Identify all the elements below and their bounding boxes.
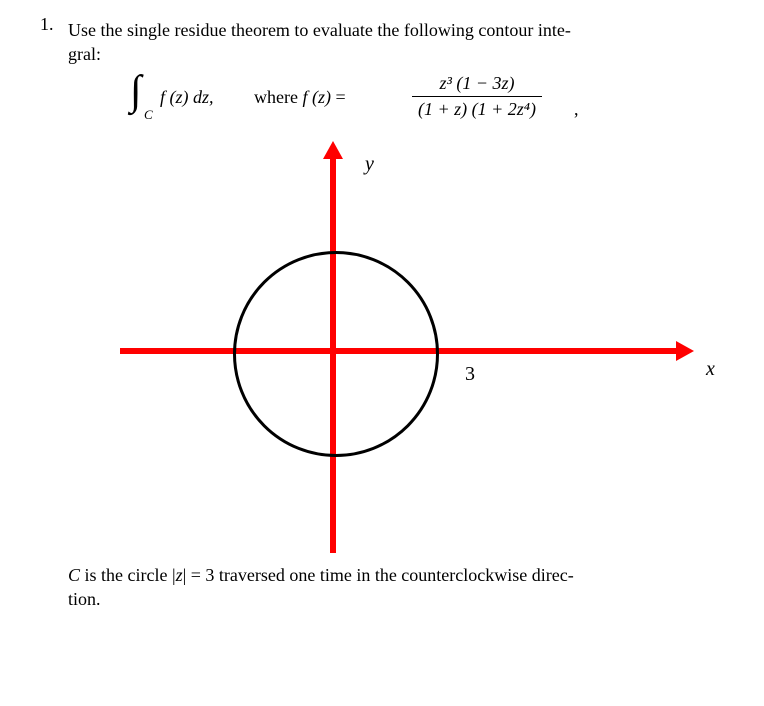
problem-intro: Use the single residue theorem to evalua…: [68, 18, 718, 67]
y-axis-arrowhead: [323, 141, 343, 159]
fraction-numerator: z³ (1 − 3z): [412, 73, 542, 97]
fraction: z³ (1 − 3z) (1 + z) (1 + 2z⁴): [412, 73, 542, 120]
x-axis-label: x: [706, 358, 715, 381]
integrand: f (z) dz,: [160, 87, 214, 108]
where-clause: where f (z) =: [254, 87, 346, 108]
intro-line-2: gral:: [68, 44, 101, 64]
closing-abs: |z|: [172, 565, 186, 585]
where-text: where: [254, 87, 302, 107]
axes-diagram: y x 3: [110, 133, 720, 563]
problem-number: 1.: [40, 14, 54, 35]
radius-label: 3: [465, 363, 475, 386]
formula-tail: ,: [574, 99, 579, 120]
formula: ∫ C f (z) dz, where f (z) = z³ (1 − 3z) …: [130, 73, 724, 133]
x-axis-arrowhead: [676, 341, 694, 361]
closing-mid: is the circle: [80, 565, 172, 585]
closing-rest1: = 3 traversed one time in the counterclo…: [186, 565, 574, 585]
fraction-denominator: (1 + z) (1 + 2z⁴): [412, 97, 542, 120]
where-fz: f (z): [302, 87, 331, 107]
y-axis-label: y: [365, 153, 374, 176]
integral-contour-sub: C: [144, 107, 153, 123]
closing-C: C: [68, 565, 80, 585]
contour-circle: [233, 251, 439, 457]
closing-text: C is the circle |z| = 3 traversed one ti…: [68, 563, 718, 612]
where-eq: =: [331, 87, 346, 107]
closing-line2: tion.: [68, 589, 101, 609]
integral-symbol: ∫: [130, 67, 142, 115]
intro-line-1: Use the single residue theorem to evalua…: [68, 20, 571, 40]
